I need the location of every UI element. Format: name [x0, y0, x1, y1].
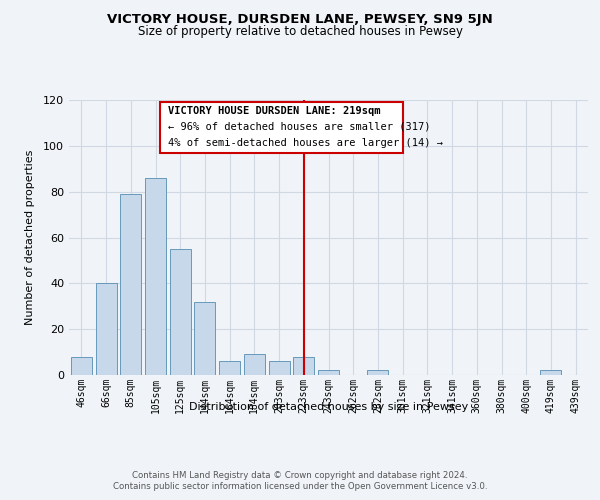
- Text: VICTORY HOUSE, DURSDEN LANE, PEWSEY, SN9 5JN: VICTORY HOUSE, DURSDEN LANE, PEWSEY, SN9…: [107, 12, 493, 26]
- Text: Distribution of detached houses by size in Pewsey: Distribution of detached houses by size …: [189, 402, 469, 412]
- Bar: [120, 194, 141, 375]
- Bar: [541, 370, 562, 375]
- Bar: [194, 302, 215, 375]
- Bar: [318, 370, 339, 375]
- Text: Size of property relative to detached houses in Pewsey: Size of property relative to detached ho…: [137, 25, 463, 38]
- Text: 4% of semi-detached houses are larger (14) →: 4% of semi-detached houses are larger (1…: [168, 138, 443, 148]
- Bar: [244, 354, 265, 375]
- Bar: [145, 178, 166, 375]
- Bar: [219, 361, 240, 375]
- Bar: [367, 370, 388, 375]
- Text: Contains public sector information licensed under the Open Government Licence v3: Contains public sector information licen…: [113, 482, 487, 491]
- Bar: [95, 284, 116, 375]
- Bar: [160, 102, 403, 152]
- Bar: [293, 356, 314, 375]
- Bar: [170, 249, 191, 375]
- Bar: [269, 361, 290, 375]
- Text: Contains HM Land Registry data © Crown copyright and database right 2024.: Contains HM Land Registry data © Crown c…: [132, 471, 468, 480]
- Y-axis label: Number of detached properties: Number of detached properties: [25, 150, 35, 325]
- Bar: [71, 356, 92, 375]
- Text: ← 96% of detached houses are smaller (317): ← 96% of detached houses are smaller (31…: [168, 122, 430, 132]
- Text: VICTORY HOUSE DURSDEN LANE: 219sqm: VICTORY HOUSE DURSDEN LANE: 219sqm: [168, 106, 380, 116]
